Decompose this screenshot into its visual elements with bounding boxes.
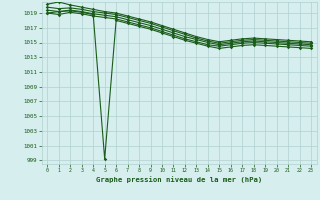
X-axis label: Graphe pression niveau de la mer (hPa): Graphe pression niveau de la mer (hPa) [96, 176, 262, 183]
